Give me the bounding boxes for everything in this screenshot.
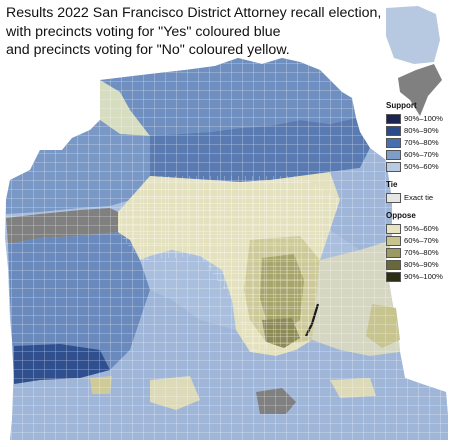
legend-support-swatch — [386, 161, 401, 172]
yerba-buena-island — [398, 64, 442, 116]
legend-support-row: 70%–80% — [386, 137, 450, 148]
legend-oppose-row: 50%–60% — [386, 223, 450, 234]
legend-oppose-label: 70%–80% — [404, 248, 439, 257]
title-line-2: with precincts voting for "Yes" coloured… — [6, 23, 281, 40]
legend-support-row: 50%–60% — [386, 161, 450, 172]
legend-support-row: 90%–100% — [386, 113, 450, 124]
title-line-3: and precincts voting for "No" coloured y… — [6, 42, 290, 58]
treasure-island — [386, 6, 440, 64]
legend-support-swatch — [386, 137, 401, 148]
legend-label-tie: Exact tie — [404, 193, 434, 202]
legend-swatch-tie — [386, 192, 401, 203]
legend-oppose-heading: Oppose — [386, 211, 416, 220]
legend-support-row: 60%–70% — [386, 149, 450, 160]
legend-support-label: 80%–90% — [404, 126, 439, 135]
legend-oppose-label: 80%–90% — [404, 260, 439, 269]
legend-oppose-swatch — [386, 223, 401, 234]
legend-oppose-label: 60%–70% — [404, 236, 439, 245]
title-line-1: Results 2022 San Francisco District Atto… — [6, 5, 382, 21]
map-title: Results 2022 San Francisco District Atto… — [6, 4, 446, 60]
legend-support-label: 50%–60% — [404, 162, 439, 171]
legend-tie-heading: Tie — [386, 180, 398, 189]
legend-support-label: 70%–80% — [404, 138, 439, 147]
legend-support-swatch — [386, 149, 401, 160]
legend-support-heading: Support — [386, 101, 417, 110]
legend-oppose-swatch — [386, 235, 401, 246]
legend-oppose-swatch — [386, 271, 401, 282]
legend-support-label: 60%–70% — [404, 150, 439, 159]
legend-oppose-row: 60%–70% — [386, 235, 450, 246]
legend-oppose-swatch — [386, 247, 401, 258]
legend-oppose-swatch — [386, 259, 401, 270]
map-legend: Support 90%–100% 80%–90% 70%–80% 60%–70% 50%… — [386, 101, 450, 283]
legend-support-swatch — [386, 125, 401, 136]
legend-oppose-label: 50%–60% — [404, 224, 439, 233]
legend-row-tie: Exact tie — [386, 192, 450, 203]
legend-support-label: 90%–100% — [404, 114, 443, 123]
legend-oppose-label: 90%–100% — [404, 272, 443, 281]
legend-support-row: 80%–90% — [386, 125, 450, 136]
legend-support-swatch — [386, 113, 401, 124]
legend-oppose-row: 90%–100% — [386, 271, 450, 282]
legend-oppose-row: 80%–90% — [386, 259, 450, 270]
legend-oppose-row: 70%–80% — [386, 247, 450, 258]
